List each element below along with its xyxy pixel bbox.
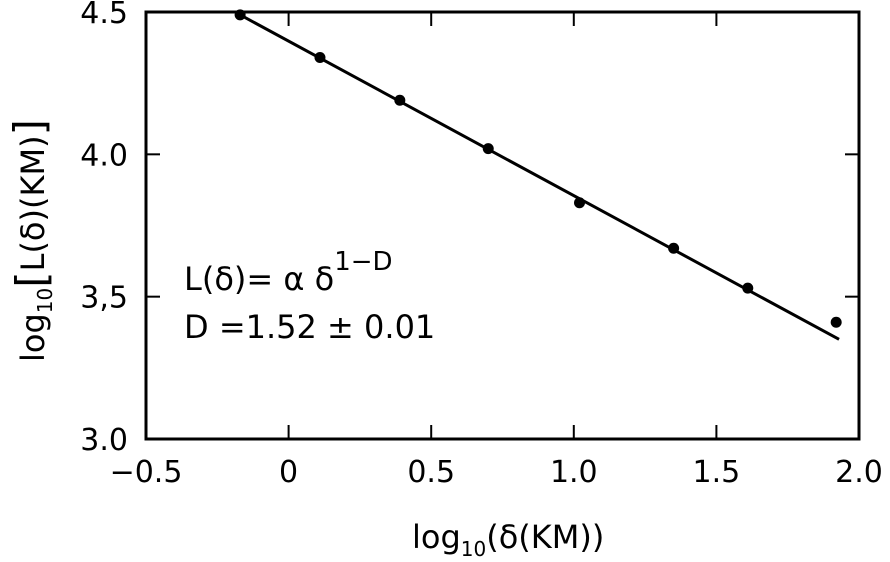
x-tick-label: 2.0 <box>835 455 883 490</box>
y-axis-label-body: L(δ)(KM) <box>14 135 52 271</box>
x-axis-label-body: (δ(KM)) <box>486 518 604 556</box>
y-tick-label: 4.0 <box>80 138 128 173</box>
x-tick-label: 1.5 <box>693 455 741 490</box>
y-axis-label-subscript: 10 <box>33 288 57 313</box>
x-axis-label-log: log <box>412 518 461 556</box>
data-point <box>314 52 326 64</box>
y-tick-label: 4.5 <box>80 0 128 31</box>
data-point <box>574 197 586 209</box>
x-tick-label: 0 <box>279 455 298 490</box>
y-tick-label: 3.0 <box>80 423 128 458</box>
x-tick-labels: −0.5 0 0.5 1.0 1.5 2.0 <box>110 455 883 490</box>
y-axis-label: log10[L(δ)(KM)] <box>5 119 57 362</box>
dimension-annotation: D =1.52 ± 0.01 <box>184 308 435 346</box>
data-point <box>482 143 494 155</box>
y-axis-label-bracket-close: ] <box>5 119 54 135</box>
data-point <box>830 316 842 328</box>
y-ticks <box>146 11 859 440</box>
plot-frame <box>144 10 861 441</box>
y-axis-label-log: log <box>14 313 52 362</box>
data-point <box>394 94 406 106</box>
points <box>234 9 842 328</box>
data-point <box>234 9 246 21</box>
data-point <box>668 242 680 254</box>
formula-annotation: L(δ)= α δ1−D <box>184 247 393 298</box>
formula-exponent: 1−D <box>334 247 392 277</box>
x-axis-label: log10(δ(KM)) <box>412 518 604 561</box>
y-tick-label: 3,5 <box>80 281 128 316</box>
formula-lhs: L(δ)= α δ <box>184 260 334 298</box>
y-tick-labels: 3.0 3,5 4.0 4.5 <box>80 0 128 458</box>
x-tick-label: 1.0 <box>550 455 598 490</box>
x-tick-label: 0.5 <box>407 455 455 490</box>
data-point <box>742 282 754 294</box>
x-tick-label: −0.5 <box>110 455 183 490</box>
fit-line <box>239 13 840 341</box>
x-axis-label-subscript: 10 <box>461 537 486 561</box>
y-axis-label-bracket-open: [ <box>7 271 56 287</box>
fit-lines <box>239 13 840 341</box>
x-ticks <box>145 12 860 439</box>
